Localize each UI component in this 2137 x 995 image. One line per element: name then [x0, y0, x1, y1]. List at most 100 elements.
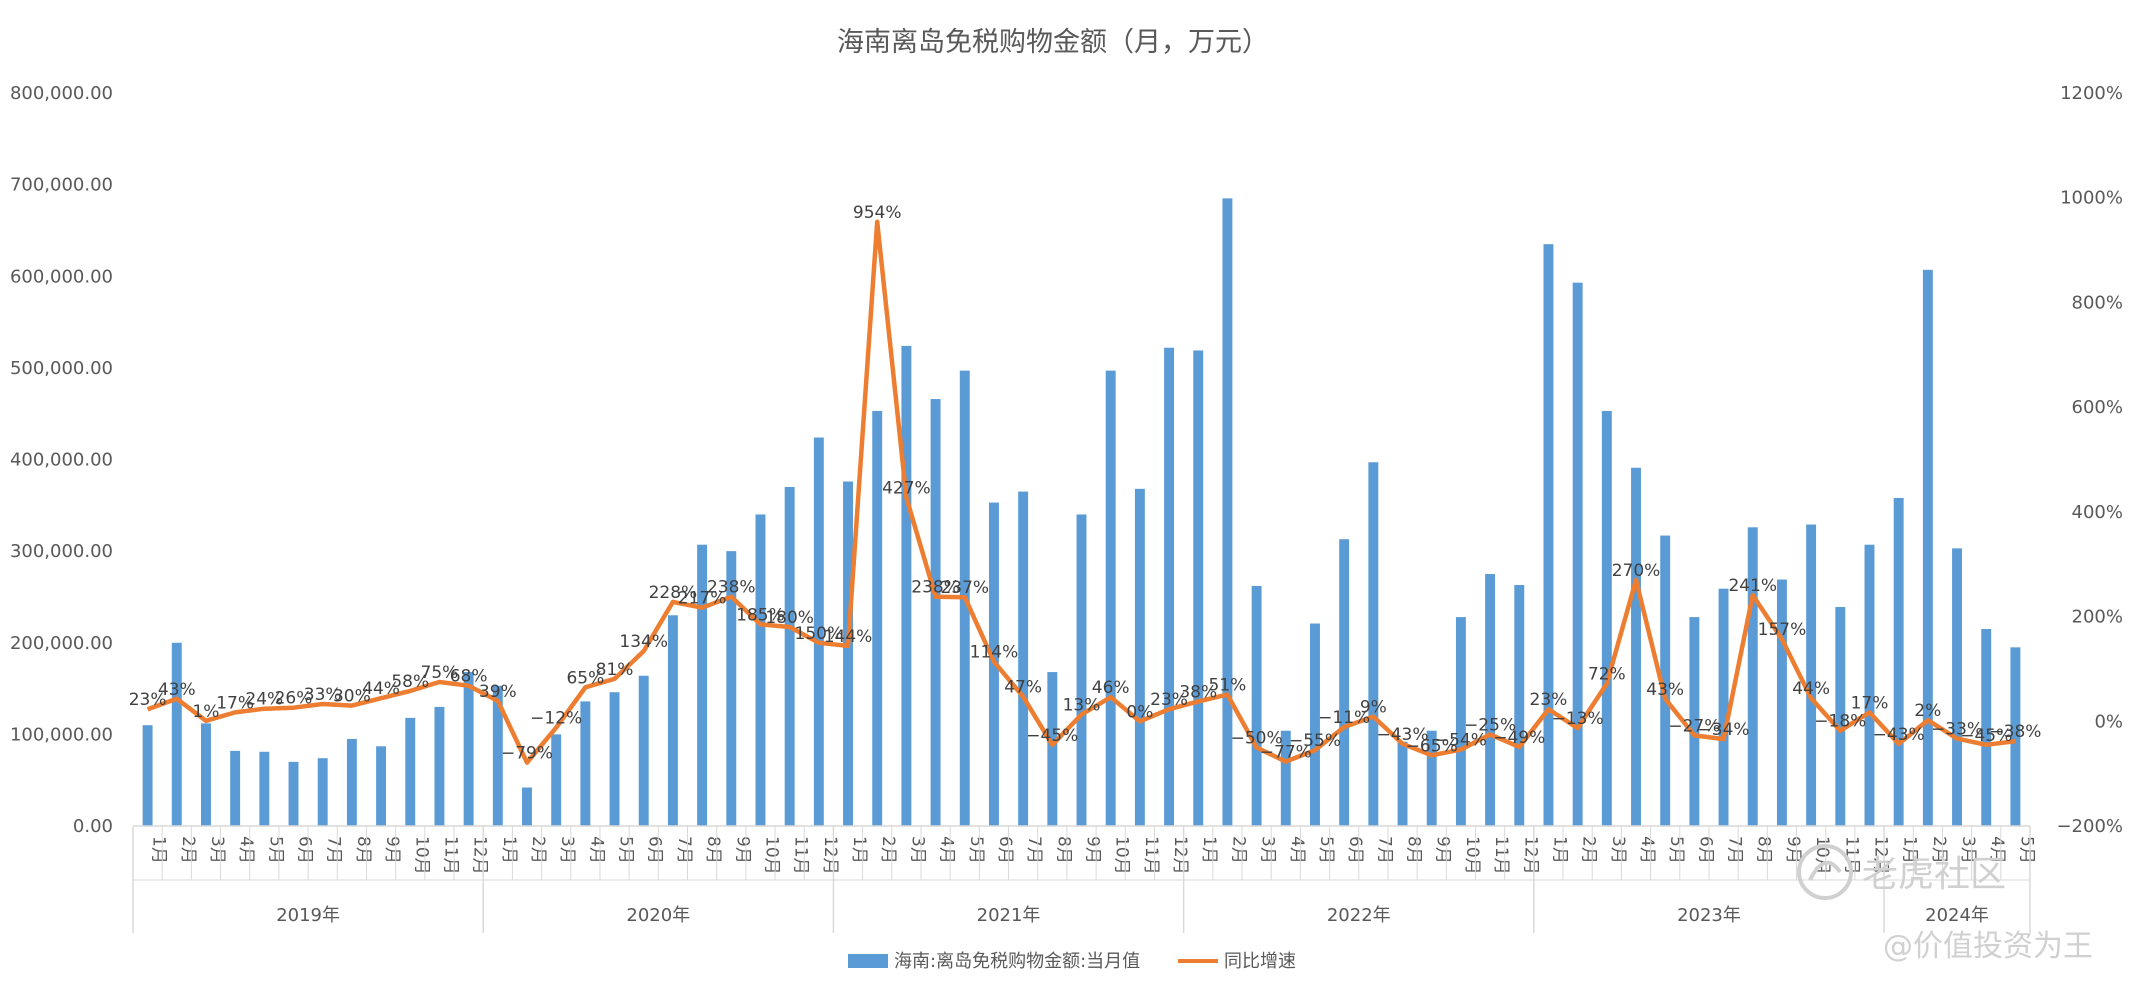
data-label: −25%	[1464, 715, 1516, 735]
data-label: −43%	[1377, 725, 1429, 745]
x-month-label: 9月	[1083, 836, 1103, 864]
data-label: 43%	[158, 680, 196, 700]
x-month-label: 12月	[1870, 836, 1890, 875]
x-month-label: 6月	[295, 836, 315, 864]
bar	[843, 481, 853, 826]
data-label: −43%	[1873, 725, 1925, 745]
data-label: 58%	[391, 672, 429, 692]
bar	[1455, 617, 1466, 826]
bar	[697, 544, 708, 826]
data-label: 9%	[1360, 698, 1387, 718]
data-label: 33%	[304, 685, 342, 705]
x-month-label: 2月	[1228, 836, 1248, 864]
bar	[1922, 269, 1933, 826]
bar	[1893, 497, 1904, 826]
y-right-tick-label: 0%	[2094, 711, 2123, 732]
bar	[1601, 410, 1612, 826]
x-month-label: 2月	[178, 836, 198, 864]
data-label: 238%	[707, 578, 756, 598]
bar	[1076, 514, 1087, 826]
x-month-label: 4月	[1287, 836, 1307, 864]
data-label: 23%	[1530, 690, 1568, 710]
bar	[1835, 607, 1846, 826]
bar	[813, 437, 824, 826]
y-right-tick-label: 1000%	[2060, 188, 2123, 209]
data-label: 81%	[596, 660, 634, 680]
data-label: 228%	[649, 583, 698, 603]
data-label: 150%	[795, 624, 844, 644]
data-label: 44%	[1792, 679, 1830, 699]
y-left-tick-label: 500,000.00	[10, 358, 113, 379]
x-year-label: 2019年	[276, 905, 340, 926]
data-label: −11%	[1318, 708, 1370, 728]
x-month-label: 10月	[411, 836, 431, 875]
bar	[1776, 579, 1787, 826]
bar	[522, 787, 532, 826]
x-year-label: 2021年	[977, 905, 1041, 926]
bar	[1514, 585, 1525, 826]
x-month-label: 9月	[1783, 836, 1803, 864]
x-month-label: 4月	[586, 836, 606, 864]
x-month-label: 6月	[995, 836, 1015, 864]
x-month-label: 8月	[1404, 836, 1424, 864]
y-left-tick-label: 300,000.00	[10, 541, 113, 562]
chart-title: 海南离岛免税购物金额（月，万元）	[837, 27, 1269, 58]
x-month-label: 10月	[1462, 836, 1482, 875]
y-right-tick-label: 800%	[2072, 292, 2123, 313]
bar	[1485, 574, 1496, 826]
bar	[901, 345, 912, 826]
data-label: −77%	[1260, 743, 1312, 763]
bar	[930, 399, 941, 826]
y-left-tick-label: 700,000.00	[10, 175, 113, 196]
y-right-tick-label: 200%	[2072, 607, 2123, 628]
bar	[288, 761, 299, 826]
x-month-label: 10月	[1112, 836, 1132, 875]
x-month-label: 1月	[1199, 836, 1219, 864]
x-month-label: 3月	[1608, 836, 1628, 864]
bar	[551, 734, 562, 826]
data-label: −34%	[1698, 720, 1750, 740]
bar	[1806, 524, 1817, 826]
x-month-label: 5月	[2016, 836, 2036, 864]
x-month-label: 8月	[703, 836, 723, 864]
data-label: 954%	[853, 203, 902, 223]
bar	[1339, 539, 1350, 826]
data-label: 38%	[1179, 682, 1217, 702]
bar	[784, 486, 795, 826]
bar	[1310, 623, 1320, 826]
x-month-label: 11月	[440, 836, 460, 875]
x-month-label: 7月	[674, 836, 694, 864]
legend: 海南:离岛免税购物金额:当月值 同比增速	[848, 951, 1296, 972]
y-left-tick-label: 0.00	[73, 816, 113, 837]
data-label: 23%	[129, 690, 167, 710]
bar	[1018, 491, 1029, 826]
data-label: 23%	[1150, 690, 1188, 710]
data-label: 39%	[479, 682, 517, 702]
data-label: 238%	[911, 578, 960, 598]
data-label: −55%	[1289, 731, 1341, 751]
left-axis: 0.00 100,000.00 200,000.00 300,000.00 400,00…	[10, 83, 113, 837]
data-label: 237%	[940, 578, 989, 598]
data-label: 75%	[421, 663, 459, 683]
bar	[1222, 198, 1233, 826]
line-series	[146, 219, 2016, 765]
bar	[1368, 462, 1379, 826]
data-label: 13%	[1063, 695, 1101, 715]
data-label: 47%	[1004, 678, 1042, 698]
data-label: 30%	[333, 687, 371, 707]
x-month-label: 1月	[149, 836, 169, 864]
x-month-label: 11月	[1491, 836, 1511, 875]
x-month-label: 5月	[1316, 836, 1336, 864]
x-month-label: 4月	[236, 836, 256, 864]
x-month-label: 3月	[1258, 836, 1278, 864]
bar	[726, 551, 737, 826]
bar	[171, 642, 182, 826]
bar	[463, 672, 474, 826]
watermark-handle: @价值投资为王	[1883, 929, 2093, 964]
data-label: 68%	[450, 667, 488, 687]
bar	[1864, 544, 1875, 826]
watermark-brand: 老虎社区	[1862, 854, 2006, 895]
bar	[1426, 730, 1437, 826]
x-month-label: 12月	[1170, 836, 1190, 875]
